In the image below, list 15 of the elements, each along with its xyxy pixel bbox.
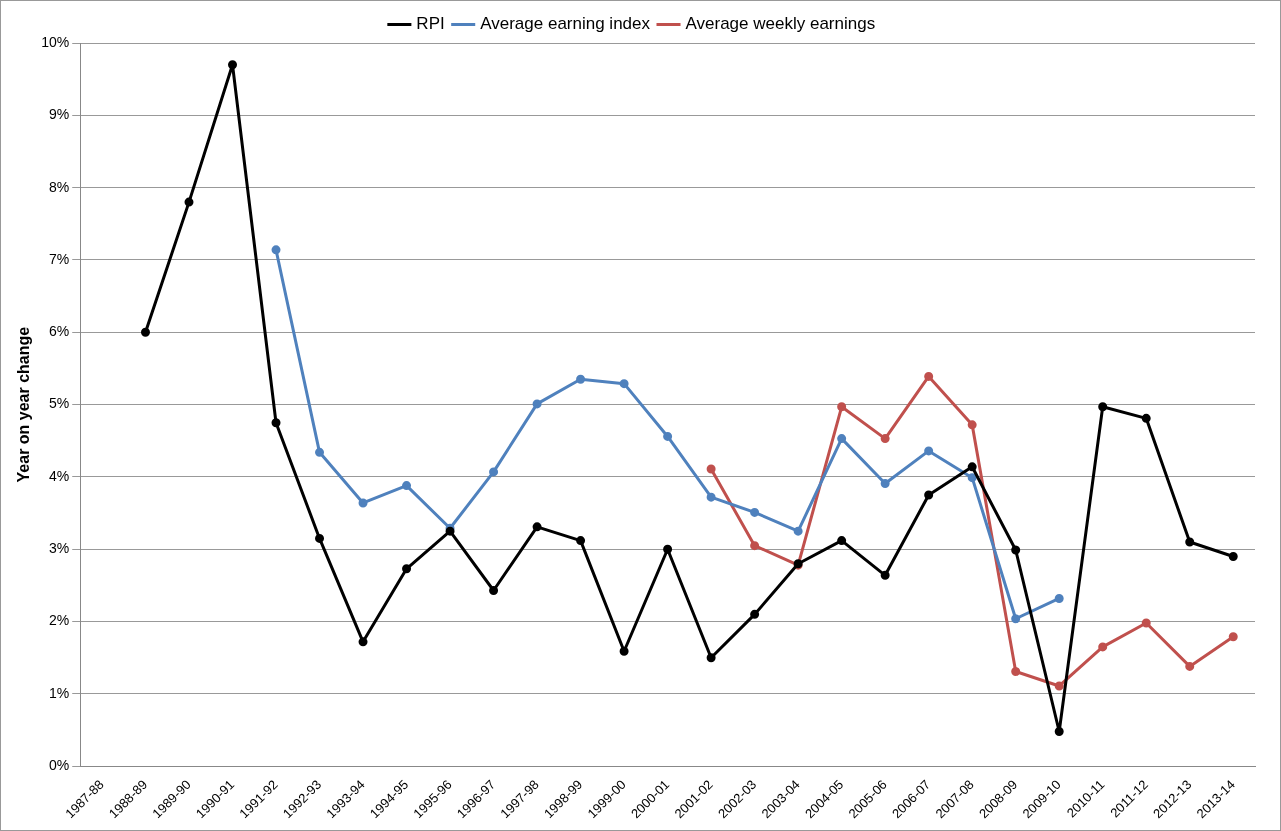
y-tick-label: 4% [48, 467, 70, 484]
legend-label: Average weekly earnings [685, 14, 876, 34]
y-tick-label: 6% [48, 323, 70, 340]
y-tick-label: 0% [48, 757, 70, 774]
y-tick-label: 5% [48, 395, 70, 412]
y-axis-title: Year on year change [15, 326, 33, 483]
legend-label: Average earning index [480, 14, 651, 34]
y-tick-label: 9% [48, 106, 70, 123]
y-tick-label: 1% [48, 684, 70, 701]
y-tick-label: 10% [41, 33, 70, 50]
y-tick-label: 8% [48, 178, 70, 195]
y-tick-label: 7% [48, 250, 70, 267]
y-tick-label: 2% [48, 612, 70, 629]
legend-label: RPI [416, 14, 445, 34]
y-tick-label: 3% [48, 540, 70, 557]
